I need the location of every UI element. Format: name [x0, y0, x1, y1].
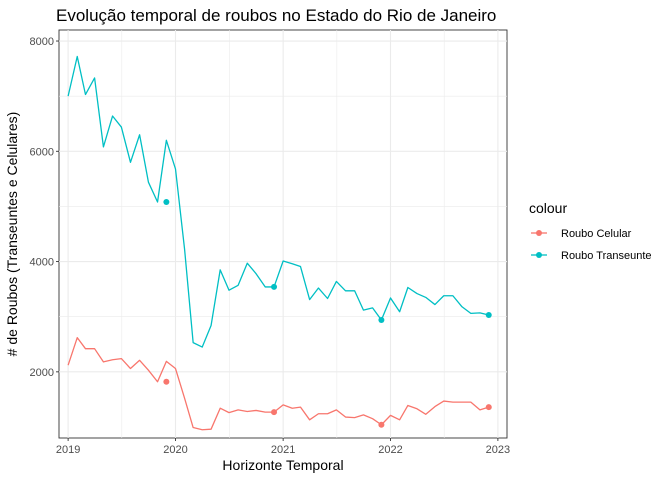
- legend: colour Roubo Celular Roubo Transeunte: [529, 200, 652, 262]
- legend-item-roubo-transeunte: Roubo Transeunte: [531, 250, 652, 262]
- x-tick-label: 2023: [486, 444, 510, 456]
- legend-label: Roubo Celular: [561, 228, 632, 240]
- point-roubo-celular: [378, 421, 385, 428]
- x-tick-label: 2020: [163, 444, 187, 456]
- legend-key-point: [536, 230, 542, 236]
- line-roubo-transeunte: [67, 55, 489, 348]
- chart-title: Evolução temporal de roubos no Estado do…: [56, 6, 496, 25]
- y-tick-label: 2000: [30, 367, 54, 379]
- series-roubo-celular: [67, 336, 492, 431]
- y-tick-label: 8000: [30, 36, 54, 48]
- point-roubo-celular: [271, 409, 278, 416]
- x-axis: 2019 2020 2021 2022 2023: [56, 438, 510, 456]
- legend-key-point: [536, 252, 542, 258]
- legend-item-roubo-celular: Roubo Celular: [531, 228, 632, 240]
- point-roubo-celular: [485, 404, 492, 411]
- point-roubo-celular: [163, 378, 170, 385]
- point-roubo-transeunte: [163, 199, 170, 206]
- x-tick-label: 2022: [378, 444, 402, 456]
- point-roubo-transeunte: [378, 317, 385, 324]
- x-axis-title: Horizonte Temporal: [222, 457, 343, 473]
- y-tick-label: 4000: [30, 257, 54, 269]
- line-roubo-celular: [67, 336, 489, 431]
- series-roubo-transeunte: [67, 55, 492, 348]
- point-roubo-transeunte: [485, 312, 492, 319]
- x-tick-label: 2019: [56, 444, 80, 456]
- y-axis-title: # de Roubos (Transeuntes e Celulares): [4, 112, 20, 357]
- legend-title: colour: [529, 200, 567, 216]
- y-axis: 2000 4000 6000 8000: [30, 36, 59, 379]
- series-layer: [67, 55, 492, 431]
- x-tick-label: 2021: [271, 444, 295, 456]
- point-roubo-transeunte: [271, 283, 278, 290]
- y-tick-label: 6000: [30, 146, 54, 158]
- legend-label: Roubo Transeunte: [561, 250, 652, 262]
